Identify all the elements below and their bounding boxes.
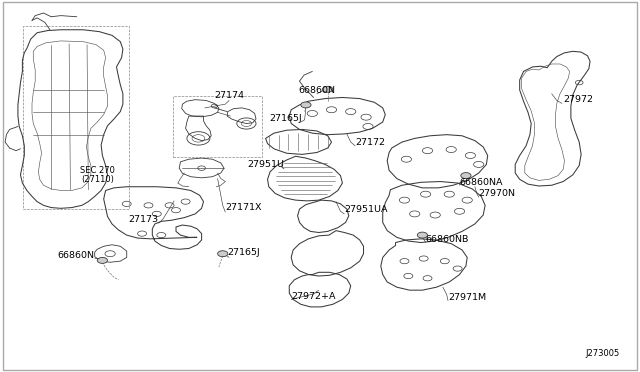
Text: 27174: 27174 <box>214 92 244 100</box>
Circle shape <box>97 257 108 263</box>
Text: 27970N: 27970N <box>479 189 516 198</box>
Text: 27951UA: 27951UA <box>344 205 388 214</box>
Text: 66860N: 66860N <box>298 86 335 95</box>
Circle shape <box>323 86 333 92</box>
Text: 66860NB: 66860NB <box>426 235 469 244</box>
Circle shape <box>218 251 228 257</box>
Bar <box>23 26 129 209</box>
Text: 27165J: 27165J <box>269 114 302 123</box>
Text: 27165J: 27165J <box>227 248 260 257</box>
Text: 27972+A: 27972+A <box>291 292 336 301</box>
Text: (27110): (27110) <box>81 175 114 184</box>
Text: 66860N: 66860N <box>58 251 95 260</box>
Circle shape <box>461 173 471 179</box>
Text: 27972: 27972 <box>563 95 593 104</box>
Text: J273005: J273005 <box>585 349 620 358</box>
Circle shape <box>417 232 428 238</box>
Circle shape <box>301 102 311 108</box>
Bar <box>173 96 262 157</box>
Text: 27171X: 27171X <box>225 203 262 212</box>
Text: 66860NA: 66860NA <box>460 178 503 187</box>
Text: 27173: 27173 <box>129 215 159 224</box>
Text: SEC 270: SEC 270 <box>80 166 115 175</box>
Text: 27172: 27172 <box>355 138 385 147</box>
Text: 27971M: 27971M <box>448 293 486 302</box>
Text: 27951U: 27951U <box>247 160 284 169</box>
